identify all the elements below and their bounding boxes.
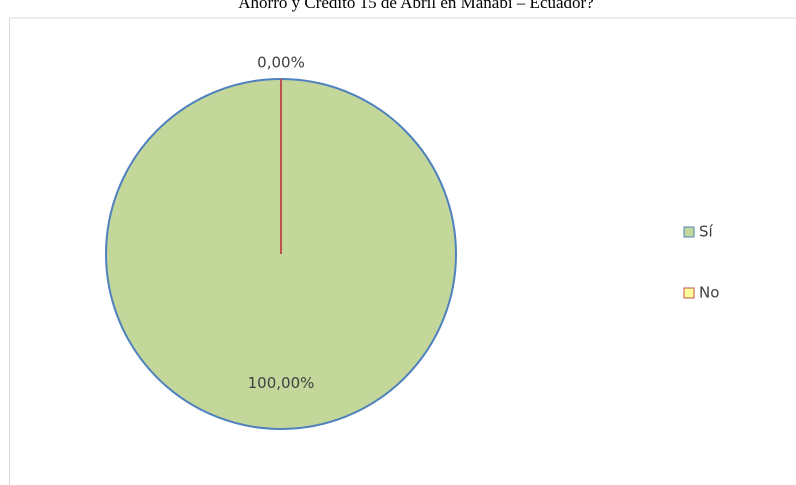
legend-swatch bbox=[683, 226, 695, 238]
data-label: 0,00% bbox=[257, 54, 305, 72]
legend-label: Sí bbox=[699, 223, 714, 241]
chart-title: Ahorro y Crédito 15 de Abril en Manabí –… bbox=[238, 0, 594, 12]
legend-swatch bbox=[683, 287, 695, 299]
data-label: 100,00% bbox=[248, 374, 315, 392]
legend-label: No bbox=[699, 284, 719, 302]
